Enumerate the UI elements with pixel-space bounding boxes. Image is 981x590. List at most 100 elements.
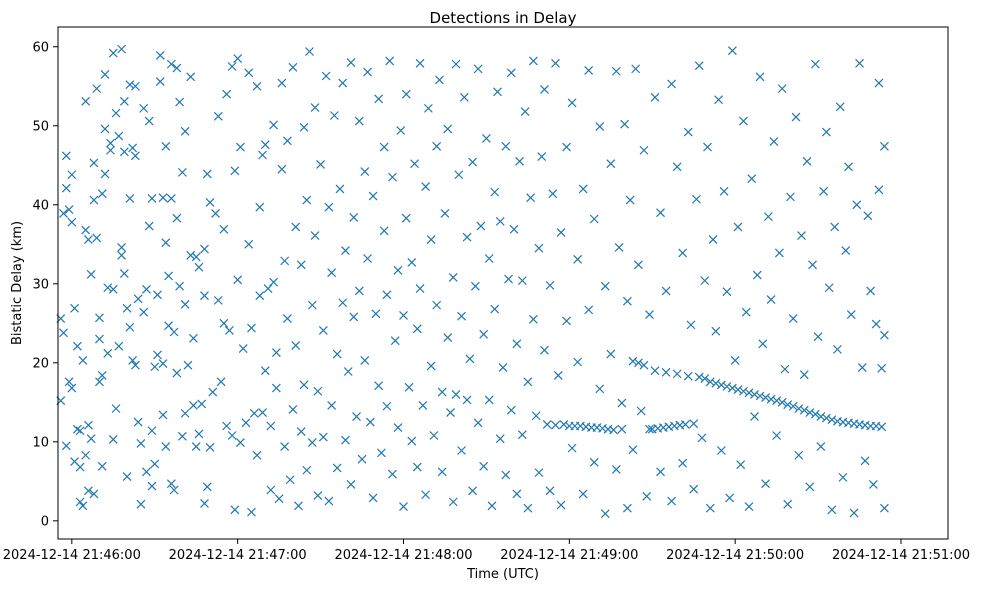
data-point <box>95 313 104 323</box>
data-point <box>247 323 256 333</box>
data-point <box>224 325 234 335</box>
data-point <box>769 137 779 146</box>
data-point <box>595 384 605 394</box>
data-point <box>479 329 489 339</box>
data-point <box>86 269 96 279</box>
data-point <box>777 84 787 94</box>
data-point <box>122 472 132 482</box>
data-point <box>399 310 408 320</box>
data-point <box>230 505 240 515</box>
data-point <box>202 169 212 179</box>
data-point <box>421 182 431 192</box>
data-point <box>788 401 798 411</box>
data-point <box>194 429 204 439</box>
data-point <box>299 122 309 132</box>
data-point <box>186 250 196 260</box>
data-point <box>611 66 621 76</box>
data-point <box>158 410 168 420</box>
data-point <box>739 386 748 396</box>
data-point <box>233 275 243 285</box>
data-point <box>271 383 281 393</box>
data-point <box>299 380 309 390</box>
data-point <box>506 405 516 415</box>
data-point <box>537 152 547 162</box>
data-point <box>111 404 121 414</box>
data-point <box>122 303 132 313</box>
data-point <box>744 388 754 398</box>
data-point <box>412 462 422 472</box>
data-point <box>72 424 82 434</box>
data-point <box>258 150 267 160</box>
data-point <box>332 349 342 359</box>
data-point <box>733 222 743 232</box>
data-point <box>501 141 511 151</box>
data-point <box>296 260 306 270</box>
data-point <box>382 401 392 411</box>
data-point <box>139 307 149 317</box>
data-point <box>448 497 458 507</box>
data-point <box>67 170 77 180</box>
data-point <box>130 360 140 370</box>
data-point <box>880 141 889 151</box>
data-point <box>161 141 171 151</box>
data-point <box>490 187 500 197</box>
data-point <box>324 202 334 212</box>
data-point <box>61 441 71 451</box>
data-point <box>169 327 179 337</box>
data-point <box>106 145 115 155</box>
data-point <box>727 383 737 393</box>
data-point <box>504 274 513 284</box>
data-point <box>584 305 594 315</box>
data-point <box>67 217 77 227</box>
data-point <box>108 435 118 444</box>
data-point <box>352 412 361 421</box>
y-tick-label: 0 <box>41 514 49 529</box>
data-point <box>139 103 149 113</box>
data-point <box>622 503 632 513</box>
data-point <box>183 360 193 370</box>
data-point <box>788 314 798 323</box>
data-point <box>816 442 826 451</box>
data-point <box>628 445 638 455</box>
data-point <box>329 111 339 120</box>
data-point <box>133 294 143 304</box>
data-point <box>459 92 469 102</box>
data-point <box>578 489 588 499</box>
data-point <box>531 411 541 421</box>
data-point <box>388 172 397 182</box>
data-point <box>866 286 876 296</box>
data-point <box>476 221 486 231</box>
data-point <box>365 417 375 427</box>
data-point <box>736 460 746 470</box>
data-point <box>205 197 215 207</box>
data-point <box>285 475 295 485</box>
data-point <box>700 276 710 286</box>
data-point <box>567 98 577 108</box>
data-point <box>614 243 624 252</box>
data-point <box>371 309 381 319</box>
data-point <box>457 311 466 321</box>
data-point <box>61 183 71 193</box>
data-point <box>86 434 96 444</box>
data-point <box>689 484 699 494</box>
data-point <box>125 322 135 332</box>
data-point <box>705 503 715 513</box>
data-point <box>175 281 185 291</box>
data-point <box>606 349 616 359</box>
data-point <box>393 265 403 275</box>
data-point <box>783 400 793 410</box>
data-point <box>741 307 751 317</box>
data-point <box>376 448 386 458</box>
data-point <box>385 56 395 66</box>
data-point <box>360 167 370 177</box>
data-point <box>874 185 884 195</box>
data-point <box>860 456 870 466</box>
data-point <box>288 404 298 414</box>
data-point <box>100 124 110 134</box>
data-point <box>722 382 732 391</box>
data-point <box>244 68 254 78</box>
data-point <box>631 64 641 74</box>
data-points <box>56 44 889 519</box>
data-point <box>852 200 862 210</box>
